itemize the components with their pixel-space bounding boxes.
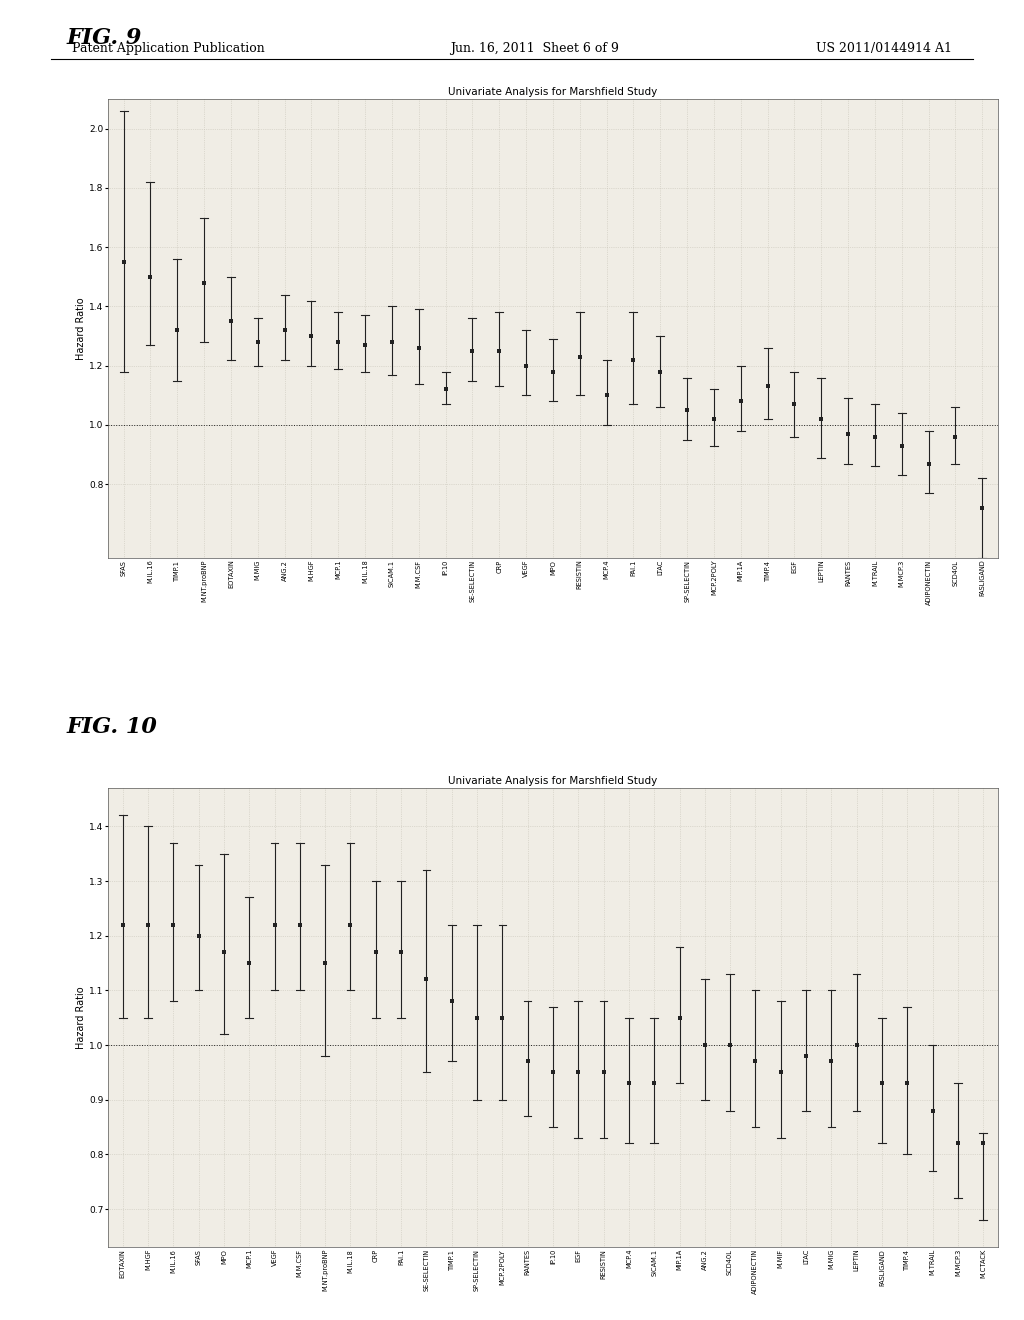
Title: Univariate Analysis for Marshfield Study: Univariate Analysis for Marshfield Study bbox=[449, 87, 657, 96]
Text: FIG. 10: FIG. 10 bbox=[67, 715, 158, 738]
Title: Univariate Analysis for Marshfield Study: Univariate Analysis for Marshfield Study bbox=[449, 776, 657, 785]
Text: Patent Application Publication: Patent Application Publication bbox=[72, 42, 264, 55]
Y-axis label: Hazard Ratio: Hazard Ratio bbox=[76, 297, 86, 360]
Text: US 2011/0144914 A1: US 2011/0144914 A1 bbox=[816, 42, 952, 55]
Text: FIG. 9: FIG. 9 bbox=[67, 26, 142, 49]
Y-axis label: Hazard Ratio: Hazard Ratio bbox=[76, 986, 86, 1049]
Text: Jun. 16, 2011  Sheet 6 of 9: Jun. 16, 2011 Sheet 6 of 9 bbox=[451, 42, 620, 55]
